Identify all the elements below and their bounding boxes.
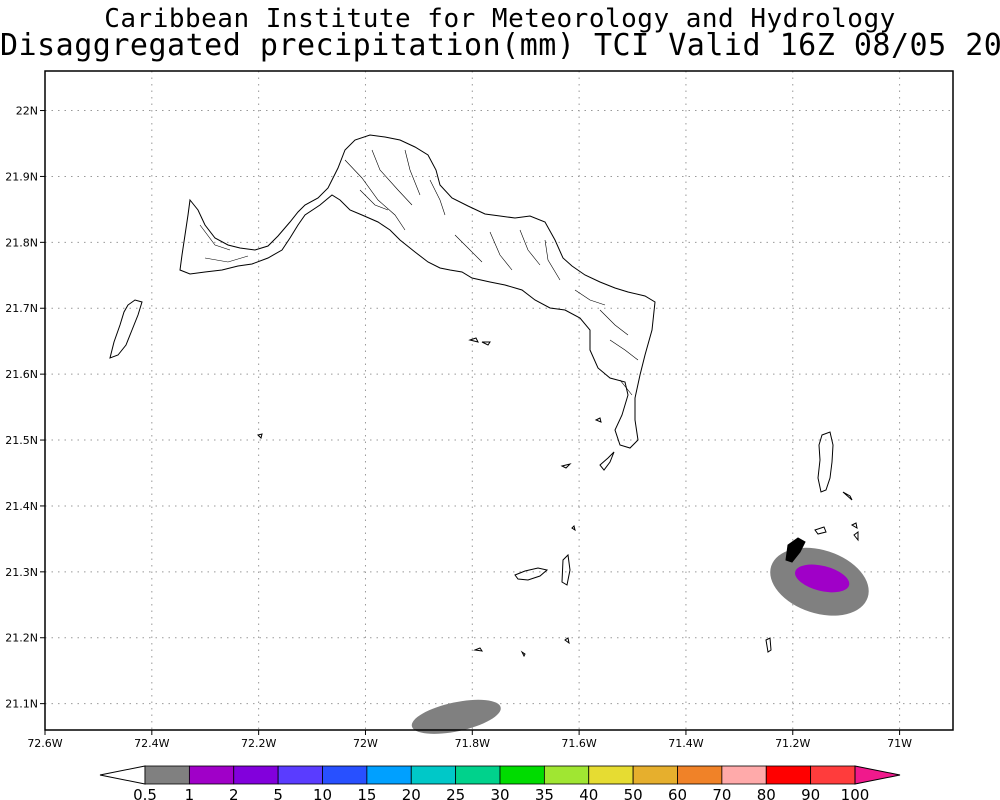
colorbar-swatch [499,765,545,785]
colorbar-under-arrow [99,765,146,785]
colorbar-swatch [366,765,412,785]
colorbar-swatch [588,765,634,785]
lat-tick-label: 21.9N [5,170,38,183]
colorbar-label: 100 [841,786,870,800]
coastlines [109,134,859,658]
west-caicos-outline [109,299,143,359]
lat-tick-label: 21.7N [5,302,38,315]
colorbar-swatch [322,765,368,785]
colorbar-label: 25 [446,786,465,800]
lat-tick-label: 21.4N [5,500,38,513]
colorbar-label: 0.5 [133,786,157,800]
colorbar-swatch [543,765,590,785]
precipitation-areas [411,547,869,734]
caicos-islands-outline [179,134,656,449]
colorbar-label: 30 [490,786,509,800]
map-frame [44,70,954,731]
lon-tick-label: 72.6W [27,737,62,750]
colorbar-label: 20 [402,786,421,800]
colorbar-swatch [765,765,812,785]
colorbar-label: 2 [229,786,239,800]
colorbar-label: 1 [185,786,195,800]
lon-tick-label: 72.4W [134,737,169,750]
lat-tick-label: 21.8N [5,236,38,249]
colorbar-label: 70 [712,786,731,800]
lon-tick-label: 72W [353,737,378,750]
lon-tick-label: 71.8W [455,737,490,750]
colorbar-swatch [721,765,767,785]
small-cay-2 [599,451,615,471]
lat-tick-label: 21.1N [5,698,38,711]
colorbar-swatch [144,765,190,785]
small-cay-4 [257,337,491,439]
gridlines [45,71,953,730]
interior-boundaries [199,149,639,396]
lat-tick-label: 21.3N [5,566,38,579]
colorbar-swatch [188,765,235,785]
colorbar-swatch [277,765,323,785]
lat-tick-label: 21.6N [5,368,38,381]
colorbar-label: 5 [273,786,283,800]
colorbar-swatch [810,765,856,785]
colorbar-label: 80 [757,786,776,800]
colorbar-swatch [233,765,279,785]
small-cay-1 [561,553,571,586]
small-cay-6 [473,637,772,658]
colorbar-swatch [632,765,678,785]
colorbar-label: 50 [624,786,643,800]
colorbar-swatch [410,765,457,785]
salt-cay-outline [785,537,806,563]
map-title-line-1: Caribbean Institute for Meteorology and … [104,4,896,34]
colorbar: 0.5 1 2 5 10 15 20 25 30 35 40 50 60 70 80 90 100 [99,765,901,800]
lon-tick-label: 72.2W [241,737,276,750]
lon-tick-label: 71.4W [668,737,703,750]
lon-tick-label: 71W [887,737,912,750]
colorbar-swatch [455,765,501,785]
lat-tick-label: 21.5N [5,434,38,447]
lon-tick-label: 71.6W [561,737,596,750]
colorbar-label: 35 [535,786,554,800]
lon-tick-label: 71.2W [775,737,810,750]
colorbar-label: 90 [801,786,820,800]
grand-turk-outline [817,431,834,493]
precip-south-cell [411,699,501,734]
ambergris-cays-outline [514,567,549,581]
colorbar-over-arrow [854,765,901,785]
colorbar-label: 40 [579,786,598,800]
colorbar-label: 10 [313,786,332,800]
small-cay-3 [560,417,602,532]
colorbar-label: 15 [357,786,376,800]
colorbar-label: 60 [668,786,687,800]
small-cay-5 [814,491,859,542]
colorbar-swatch [677,765,723,785]
lat-tick-label: 22N [16,105,38,118]
precip-east-cell-inner [795,564,850,593]
lat-tick-label: 21.2N [5,632,38,645]
map-title-line-2: Disaggregated precipitation(mm) TCI Vali… [0,28,1000,63]
axis-ticks: 72.6W 72.4W 72.2W 72W 71.8W 71.6W 71.4W 71.2W 71… [5,105,912,750]
